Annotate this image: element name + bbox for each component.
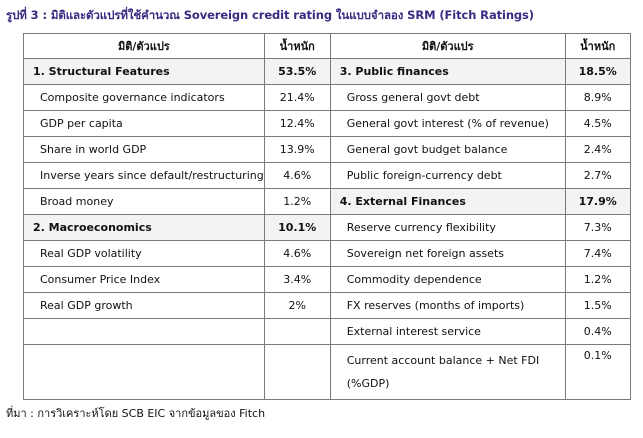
- header-left-weight: น้ำหนัก: [263, 33, 331, 59]
- header-right-dimension: มิติ/ตัวแปร: [329, 33, 566, 59]
- table-row: Real GDP growth 2% FX reserves (months o…: [23, 292, 631, 319]
- weight-cell: 13.9%: [263, 136, 331, 163]
- variable-cell: External interest service: [329, 318, 566, 345]
- table-row: Inverse years since default/restructurin…: [23, 162, 631, 189]
- table-row: Consumer Price Index 3.4% Commodity depe…: [23, 266, 631, 293]
- table-row: 2. Macroeconomics 10.1% Reserve currency…: [23, 214, 631, 241]
- section-macroeconomics: 2. Macroeconomics: [23, 214, 265, 241]
- weight-cell: 4.5%: [564, 110, 631, 137]
- variable-cell: Composite governance indicators: [23, 84, 265, 111]
- weight-cell: 2%: [263, 292, 331, 319]
- variable-cell: Real GDP growth: [23, 292, 265, 319]
- table-row: Share in world GDP 13.9% General govt bu…: [23, 136, 631, 163]
- weight-cell: 10.1%: [263, 214, 331, 241]
- source-note: ที่มา : การวิเคราะห์โดย SCB EIC จากข้อมู…: [6, 407, 266, 420]
- variable-cell: Public foreign-currency debt: [329, 162, 566, 189]
- weight-cell: 2.4%: [564, 136, 631, 163]
- weight-cell: 53.5%: [263, 58, 331, 85]
- table-row: Current account balance + Net FDI (%GDP)…: [23, 344, 631, 400]
- weight-cell: 2.7%: [564, 162, 631, 189]
- weight-cell: 7.4%: [564, 240, 631, 267]
- weight-cell: 8.9%: [564, 84, 631, 111]
- table-row: 1. Structural Features 53.5% 3. Public f…: [23, 58, 631, 85]
- variable-cell: Current account balance + Net FDI (%GDP): [329, 344, 566, 400]
- variable-cell: Inverse years since default/restructurin…: [23, 162, 265, 189]
- section-external-finances: 4. External Finances: [329, 188, 566, 215]
- weight-cell: 4.6%: [263, 162, 331, 189]
- table-row: Real GDP volatility 4.6% Sovereign net f…: [23, 240, 631, 267]
- weight-cell: 1.2%: [564, 266, 631, 293]
- weight-cell: 12.4%: [263, 110, 331, 137]
- weight-cell: 1.2%: [263, 188, 331, 215]
- figure-title: รูปที่ 3 : มิติและตัวแปรที่ใช้คำนวณ Sove…: [6, 8, 534, 22]
- variable-cell: Reserve currency flexibility: [329, 214, 566, 241]
- variable-cell: General govt budget balance: [329, 136, 566, 163]
- variable-cell: Consumer Price Index: [23, 266, 265, 293]
- table-row: Broad money 1.2% 4. External Finances 17…: [23, 188, 631, 215]
- table-row: Composite governance indicators 21.4% Gr…: [23, 84, 631, 111]
- variable-cell: Commodity dependence: [329, 266, 566, 293]
- weight-cell: [263, 344, 331, 400]
- weight-cell: 4.6%: [263, 240, 331, 267]
- variable-cell: General govt interest (% of revenue): [329, 110, 566, 137]
- weights-table: มิติ/ตัวแปร น้ำหนัก มิติ/ตัวแปร น้ำหนัก …: [23, 33, 631, 400]
- weight-cell: 3.4%: [263, 266, 331, 293]
- weight-cell: 7.3%: [564, 214, 631, 241]
- section-structural-features: 1. Structural Features: [23, 58, 265, 85]
- section-public-finances: 3. Public finances: [329, 58, 566, 85]
- weight-cell: 21.4%: [263, 84, 331, 111]
- weight-cell: 1.5%: [564, 292, 631, 319]
- variable-cell: Sovereign net foreign assets: [329, 240, 566, 267]
- variable-cell: [23, 344, 265, 400]
- variable-cell: GDP per capita: [23, 110, 265, 137]
- variable-cell: [23, 318, 265, 345]
- table-row: External interest service 0.4%: [23, 318, 631, 345]
- weight-cell: 18.5%: [564, 58, 631, 85]
- variable-cell: Share in world GDP: [23, 136, 265, 163]
- variable-cell: Broad money: [23, 188, 265, 215]
- variable-cell: Real GDP volatility: [23, 240, 265, 267]
- weight-cell: 0.1%: [564, 344, 631, 400]
- weight-cell: 0.4%: [564, 318, 631, 345]
- variable-cell: FX reserves (months of imports): [329, 292, 566, 319]
- variable-cell: Gross general govt debt: [329, 84, 566, 111]
- table-row: GDP per capita 12.4% General govt intere…: [23, 110, 631, 137]
- weight-cell: [263, 318, 331, 345]
- header-left-dimension: มิติ/ตัวแปร: [23, 33, 265, 59]
- header-right-weight: น้ำหนัก: [564, 33, 631, 59]
- weight-cell: 17.9%: [564, 188, 631, 215]
- header-row: มิติ/ตัวแปร น้ำหนัก มิติ/ตัวแปร น้ำหนัก: [23, 33, 631, 59]
